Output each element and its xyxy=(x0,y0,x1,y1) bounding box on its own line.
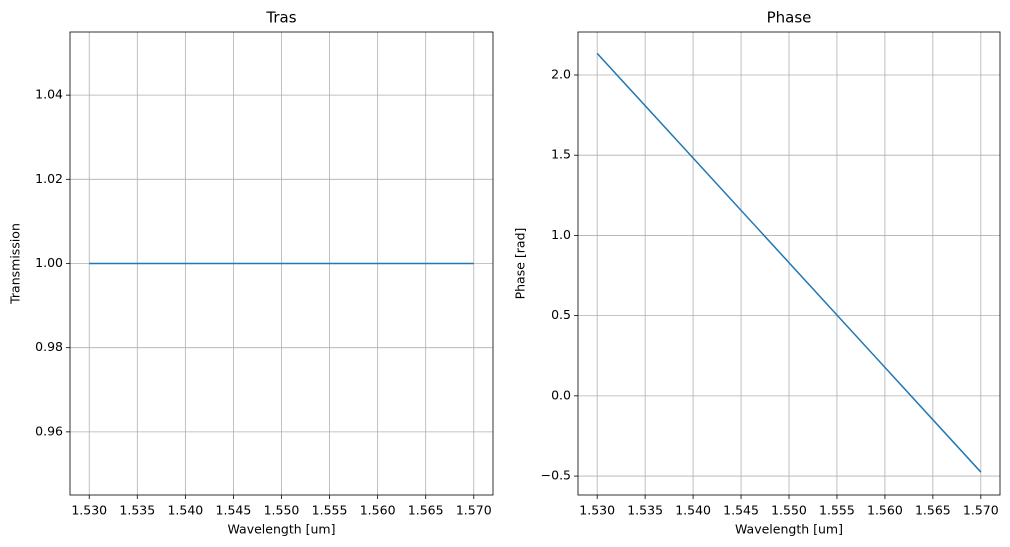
x-tick-label: 1.565 xyxy=(915,503,951,518)
x-tick-label: 1.565 xyxy=(408,503,444,518)
x-tick-label: 1.535 xyxy=(119,503,155,518)
x-tick-label: 1.540 xyxy=(167,503,203,518)
y-tick-label: 0.5 xyxy=(551,307,571,322)
x-tick-label: 1.530 xyxy=(71,503,107,518)
x-tick-label: 1.555 xyxy=(819,503,855,518)
x-tick-label: 1.545 xyxy=(723,503,759,518)
x-tick-label: 1.570 xyxy=(963,503,999,518)
x-tick-label: 1.555 xyxy=(312,503,348,518)
x-tick-label: 1.540 xyxy=(675,503,711,518)
x-tick-label: 1.535 xyxy=(627,503,663,518)
y-axis-label: Transmission xyxy=(8,223,23,305)
y-tick-label: 1.5 xyxy=(551,147,571,162)
x-tick-label: 1.545 xyxy=(216,503,252,518)
y-tick-label: 0.96 xyxy=(35,423,63,438)
y-tick-label: 1.00 xyxy=(35,255,63,270)
y-tick-label: 1.04 xyxy=(35,87,63,102)
x-tick-label: 1.530 xyxy=(579,503,615,518)
x-tick-label: 1.550 xyxy=(771,503,807,518)
y-axis-label: Phase [rad] xyxy=(513,228,528,300)
x-tick-label: 1.570 xyxy=(456,503,492,518)
x-tick-label: 1.560 xyxy=(360,503,396,518)
chart-title: Tras xyxy=(265,9,296,27)
y-tick-label: 0.98 xyxy=(35,339,63,354)
y-tick-label: 1.0 xyxy=(551,227,571,242)
chart-title: Phase xyxy=(767,9,812,27)
y-tick-label: 2.0 xyxy=(551,66,571,81)
y-tick-label: 0.0 xyxy=(551,387,571,402)
y-tick-label: −0.5 xyxy=(541,468,571,483)
x-tick-label: 1.560 xyxy=(867,503,903,518)
x-axis-label: Wavelength [um] xyxy=(735,522,843,537)
x-tick-label: 1.550 xyxy=(264,503,300,518)
axes-frame xyxy=(69,31,494,496)
x-axis-label: Wavelength [um] xyxy=(228,522,336,537)
data-line xyxy=(596,52,982,473)
y-tick-label: 1.02 xyxy=(35,171,63,186)
axes-frame xyxy=(577,31,1001,496)
